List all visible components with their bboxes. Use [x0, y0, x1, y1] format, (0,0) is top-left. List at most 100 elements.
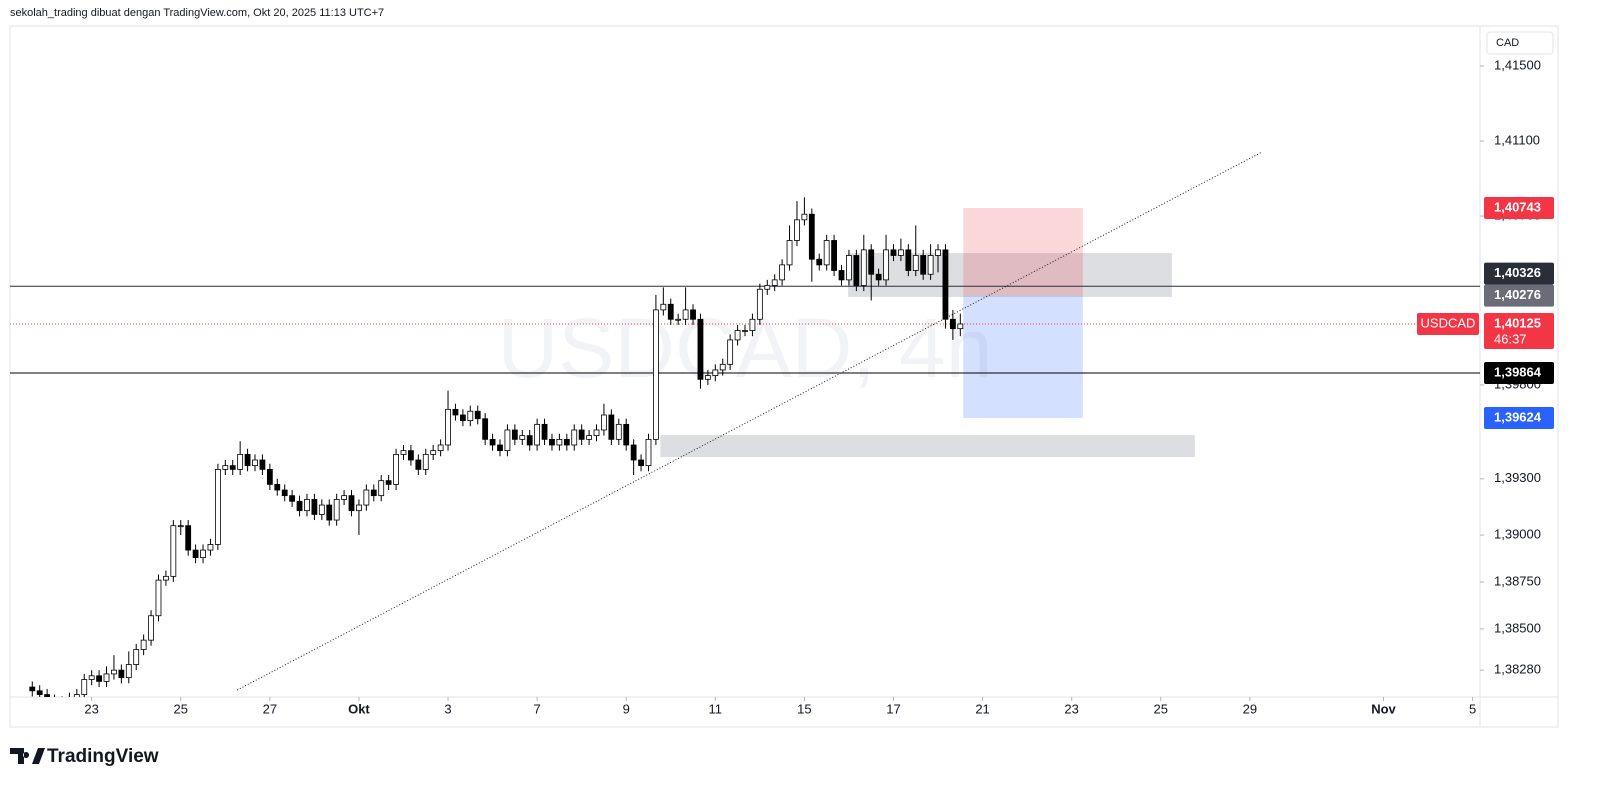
candle-body [504, 429, 511, 452]
candle-body [430, 450, 437, 455]
countdown: 46:37 [1494, 331, 1527, 346]
candle-body [111, 669, 117, 675]
candle-body [942, 249, 949, 320]
candle-body [712, 369, 719, 376]
candle-body [875, 273, 882, 281]
candle-body [630, 444, 637, 461]
price-label-box [1484, 197, 1554, 220]
candle-body [571, 429, 578, 446]
candle-body [289, 495, 296, 502]
price-label: 1,39624 [1494, 409, 1542, 424]
candle-body [801, 213, 808, 221]
candle-body [727, 339, 734, 365]
y-tick-label: 1,39000 [1494, 527, 1541, 542]
x-tick-label: 7 [534, 701, 541, 716]
candle-body [445, 408, 451, 446]
price-label: 1,40743 [1494, 199, 1541, 214]
candle-body [682, 309, 689, 320]
x-tick-label: 23 [1064, 701, 1078, 716]
x-tick-label: 9 [623, 701, 630, 716]
price-label: 1,39864 [1494, 364, 1542, 379]
candle-body [73, 694, 80, 697]
candle-body [400, 450, 407, 455]
logo-text: TradingView [47, 746, 159, 767]
x-tick-label: 25 [174, 701, 188, 716]
zone [848, 253, 1172, 297]
x-tick-label: 23 [84, 701, 98, 716]
candle-body [623, 423, 630, 446]
candle-body [163, 575, 169, 581]
candle-body [660, 303, 667, 311]
candle-body [586, 435, 592, 440]
candle-body [957, 323, 964, 330]
candle-body [578, 429, 585, 440]
candle-body [244, 453, 251, 467]
candle-body [719, 363, 726, 371]
candle-body [81, 679, 88, 695]
candle-body [838, 270, 845, 281]
candle-body [474, 410, 481, 420]
candle-body [482, 418, 489, 440]
candle-body [44, 694, 51, 697]
candle-body [296, 500, 303, 512]
candle-body [675, 318, 682, 321]
x-tick-label: 21 [975, 701, 989, 716]
x-tick-label: 3 [444, 701, 451, 716]
candle-body [667, 303, 674, 320]
candle-body [697, 318, 704, 380]
candle-body [177, 525, 184, 528]
x-tick-label: 5 [1469, 701, 1476, 716]
candle-body [88, 675, 95, 680]
symbol-tag [1417, 312, 1479, 335]
candle-body [786, 240, 793, 266]
price-label-box [1484, 312, 1554, 349]
trendline [236, 151, 1262, 691]
candle-body [326, 504, 333, 521]
x-tick-label: 17 [886, 701, 900, 716]
candle-body [645, 438, 652, 467]
candle-body [266, 468, 273, 485]
candle-body [935, 249, 941, 256]
candle-body [526, 435, 533, 446]
candle-body [556, 438, 563, 446]
header: sekolah_trading dibuat dengan TradingVie… [10, 7, 384, 19]
candle-body [734, 330, 741, 341]
candle-body [393, 453, 399, 485]
zone [660, 435, 1195, 458]
price-label: 1,40125 [1494, 315, 1541, 330]
candle-body [704, 375, 711, 380]
candle-body [29, 686, 36, 692]
candle-body [949, 318, 956, 330]
candle-body [467, 410, 474, 422]
candle-body [808, 213, 815, 260]
x-tick-label: 27 [263, 701, 277, 716]
x-tick-label: 15 [797, 701, 811, 716]
price-label: 1,40326 [1494, 265, 1541, 280]
y-tick-label: 1,38280 [1494, 662, 1541, 677]
candle-body [259, 459, 266, 470]
x-tick-label: Nov [1371, 701, 1396, 716]
candle-body [771, 279, 778, 286]
candle-body [96, 675, 102, 682]
candle-body [170, 525, 177, 577]
x-tick-label: 29 [1243, 701, 1257, 716]
candle-body [452, 408, 459, 416]
candle-body [511, 429, 518, 440]
candle-body [133, 649, 140, 665]
y-tick-label: 1,38750 [1494, 573, 1541, 588]
candle-body [274, 484, 281, 491]
candle-body [816, 258, 823, 266]
currency: CAD [1496, 37, 1519, 49]
candle-body [890, 249, 897, 256]
candle-body [363, 489, 370, 506]
candle-body [608, 414, 615, 440]
tradingview-logo: TradingView [10, 746, 159, 767]
candle-body [370, 489, 377, 497]
y-tick-label: 1,41100 [1494, 132, 1540, 147]
candle-body [927, 255, 934, 275]
candle-body [742, 330, 748, 332]
y-tick-label: 1,38500 [1494, 620, 1541, 635]
target-zone [963, 295, 1083, 418]
x-tick-label: Okt [348, 701, 370, 716]
